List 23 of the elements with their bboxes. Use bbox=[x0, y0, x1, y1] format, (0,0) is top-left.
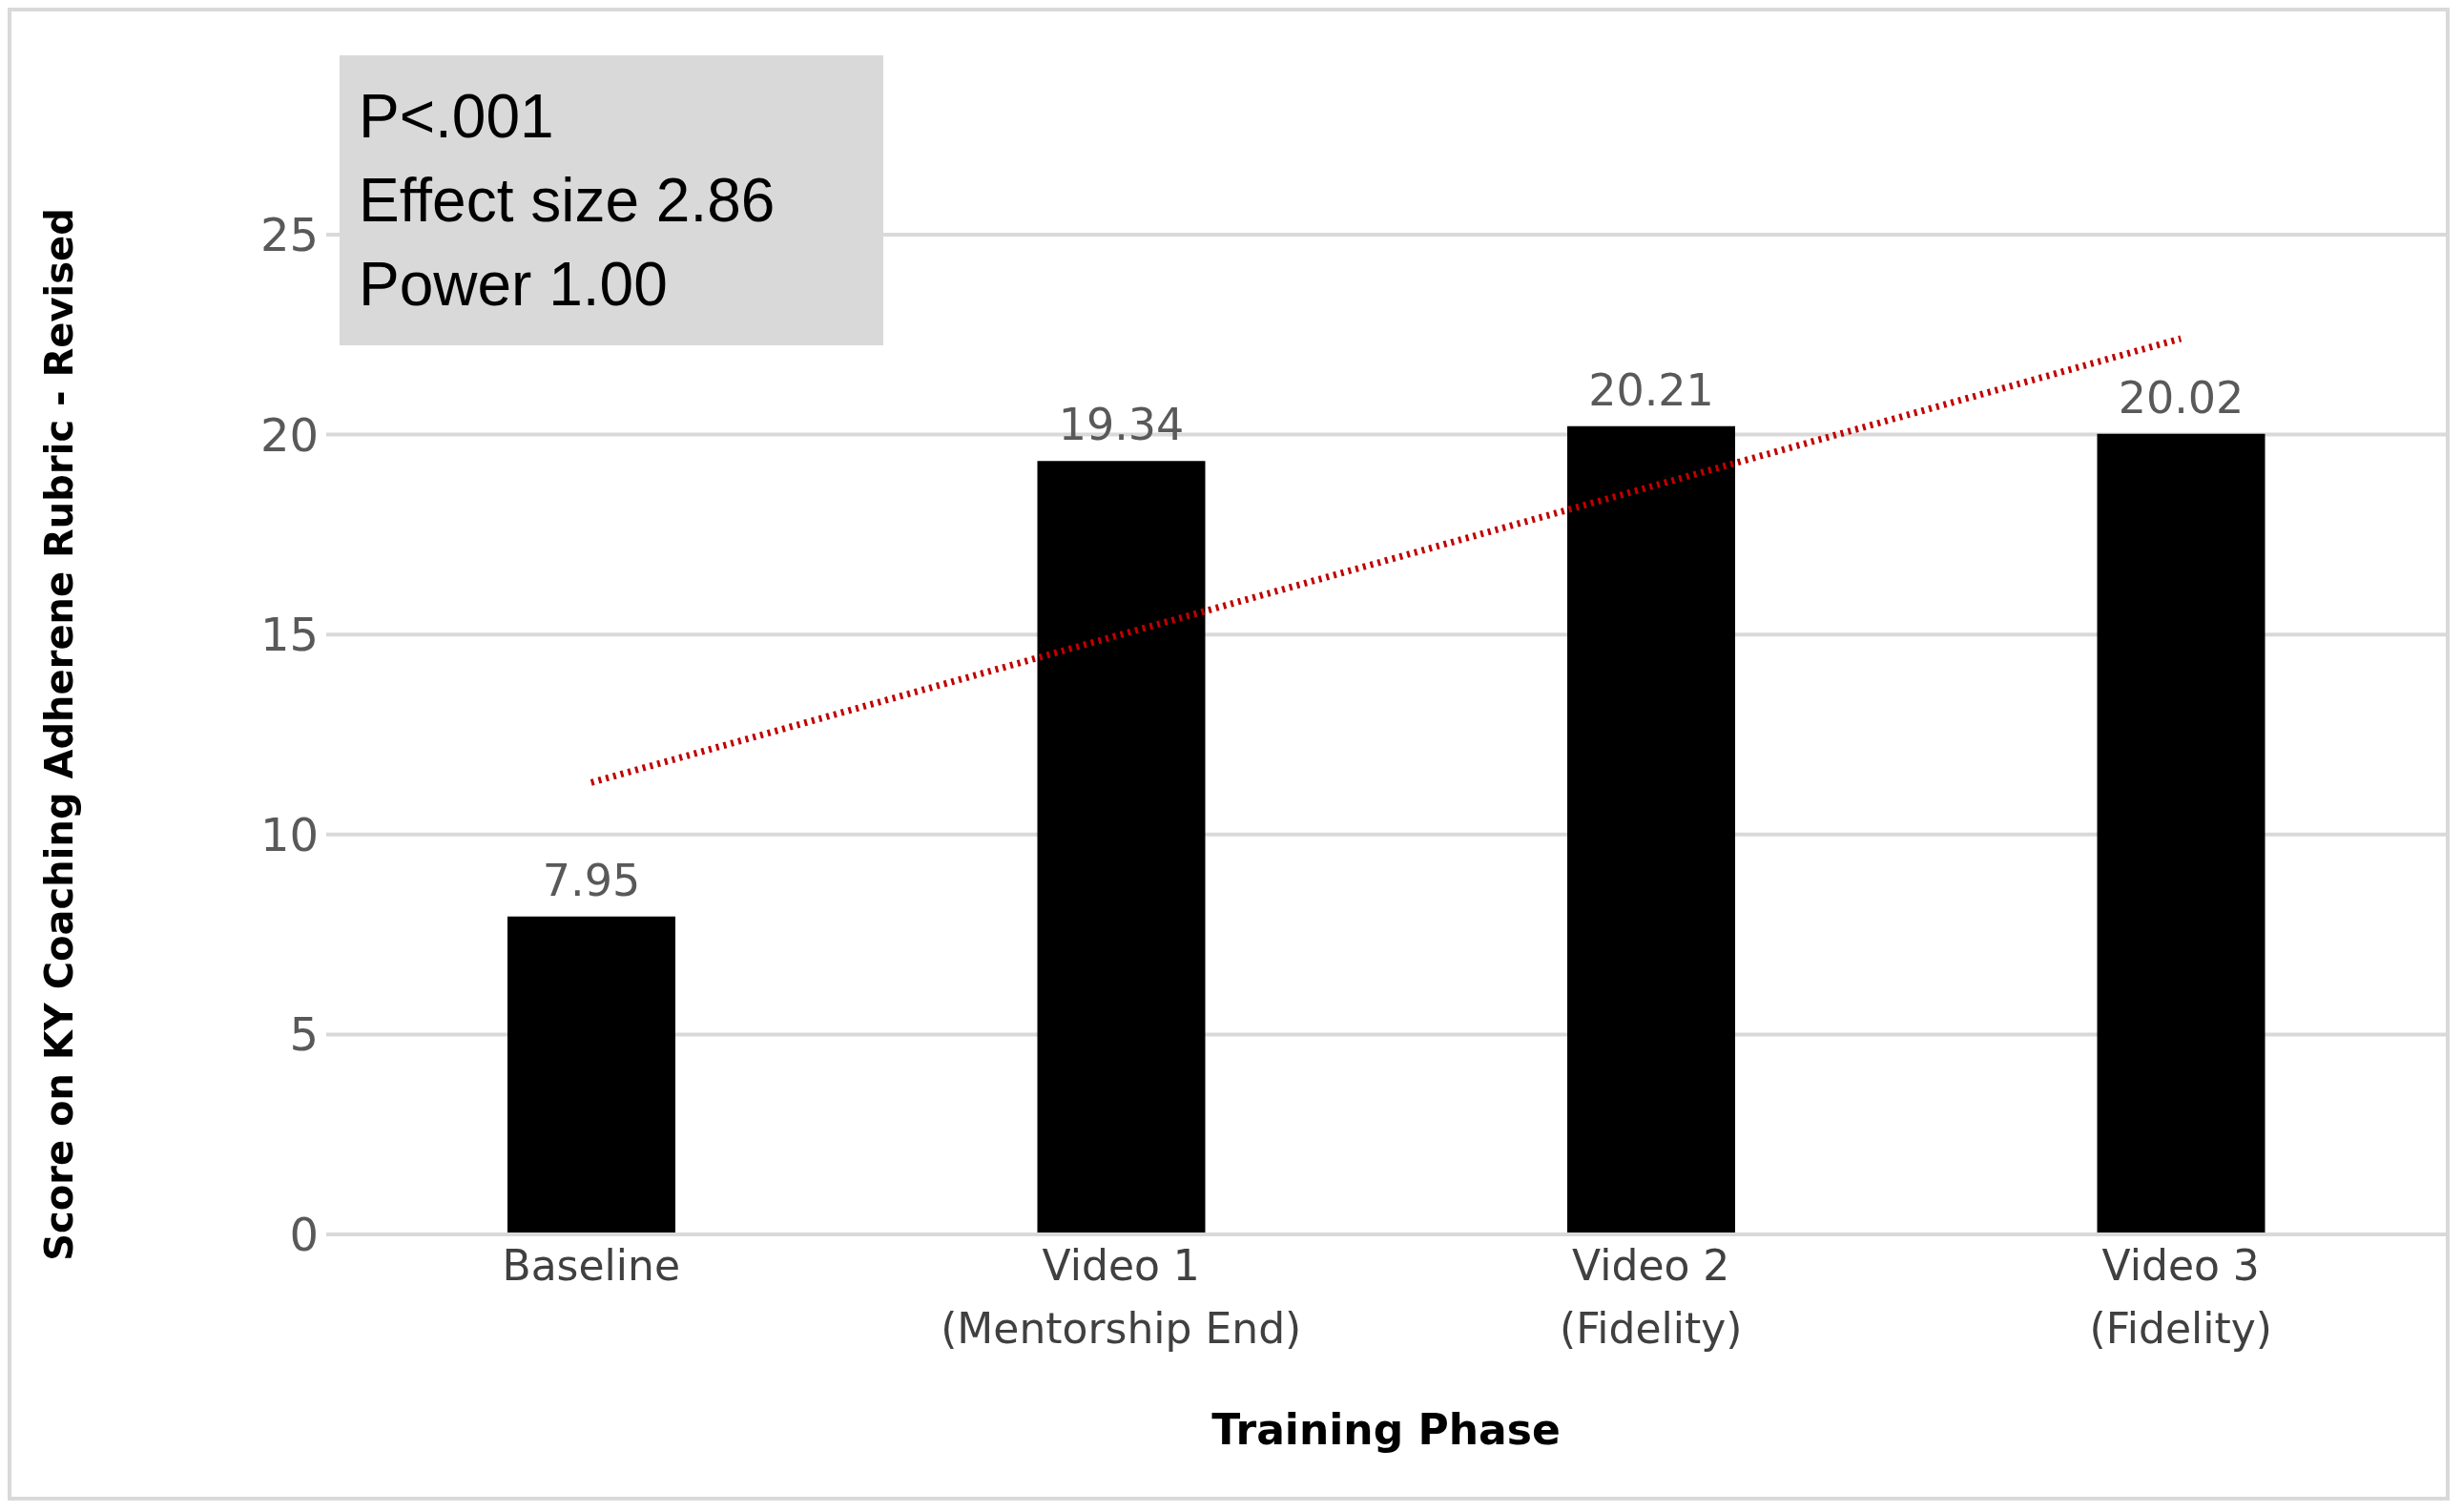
bar bbox=[2097, 433, 2265, 1234]
y-tick-label: 10 bbox=[259, 807, 319, 861]
bar bbox=[1567, 425, 1735, 1234]
note-box: P<.001 Effect size 2.86 Power 1.00 bbox=[340, 55, 883, 345]
annotation: Power 1.00 bbox=[359, 249, 669, 321]
y-tick-label: 15 bbox=[259, 608, 319, 662]
bar bbox=[1037, 461, 1206, 1234]
x-tick-label: Video 2 (Fidelity) bbox=[1560, 1241, 1743, 1353]
y-tick-label: 20 bbox=[259, 407, 319, 462]
data-label: 20.21 bbox=[1588, 363, 1714, 416]
y-tick-label: 5 bbox=[289, 1007, 319, 1062]
x-tick-label: Baseline bbox=[502, 1241, 681, 1290]
x-tick-label: Video 1 (Mentorship End) bbox=[941, 1241, 1302, 1353]
bar bbox=[507, 916, 675, 1234]
data-label: 19.34 bbox=[1058, 399, 1185, 451]
data-label: 20.02 bbox=[2118, 371, 2245, 424]
x-axis-title: Training Phase bbox=[1211, 1405, 1561, 1454]
y-axis-title: Score on KY Coaching Adherene Rubric - Revised bbox=[37, 208, 82, 1261]
data-label: 7.95 bbox=[542, 854, 641, 906]
y-tick-label: 25 bbox=[259, 208, 319, 262]
y-tick-label: 0 bbox=[289, 1208, 319, 1262]
x-tick-label: Video 3 (Fidelity) bbox=[2089, 1241, 2272, 1353]
annotation: Effect size 2.86 bbox=[359, 165, 776, 237]
